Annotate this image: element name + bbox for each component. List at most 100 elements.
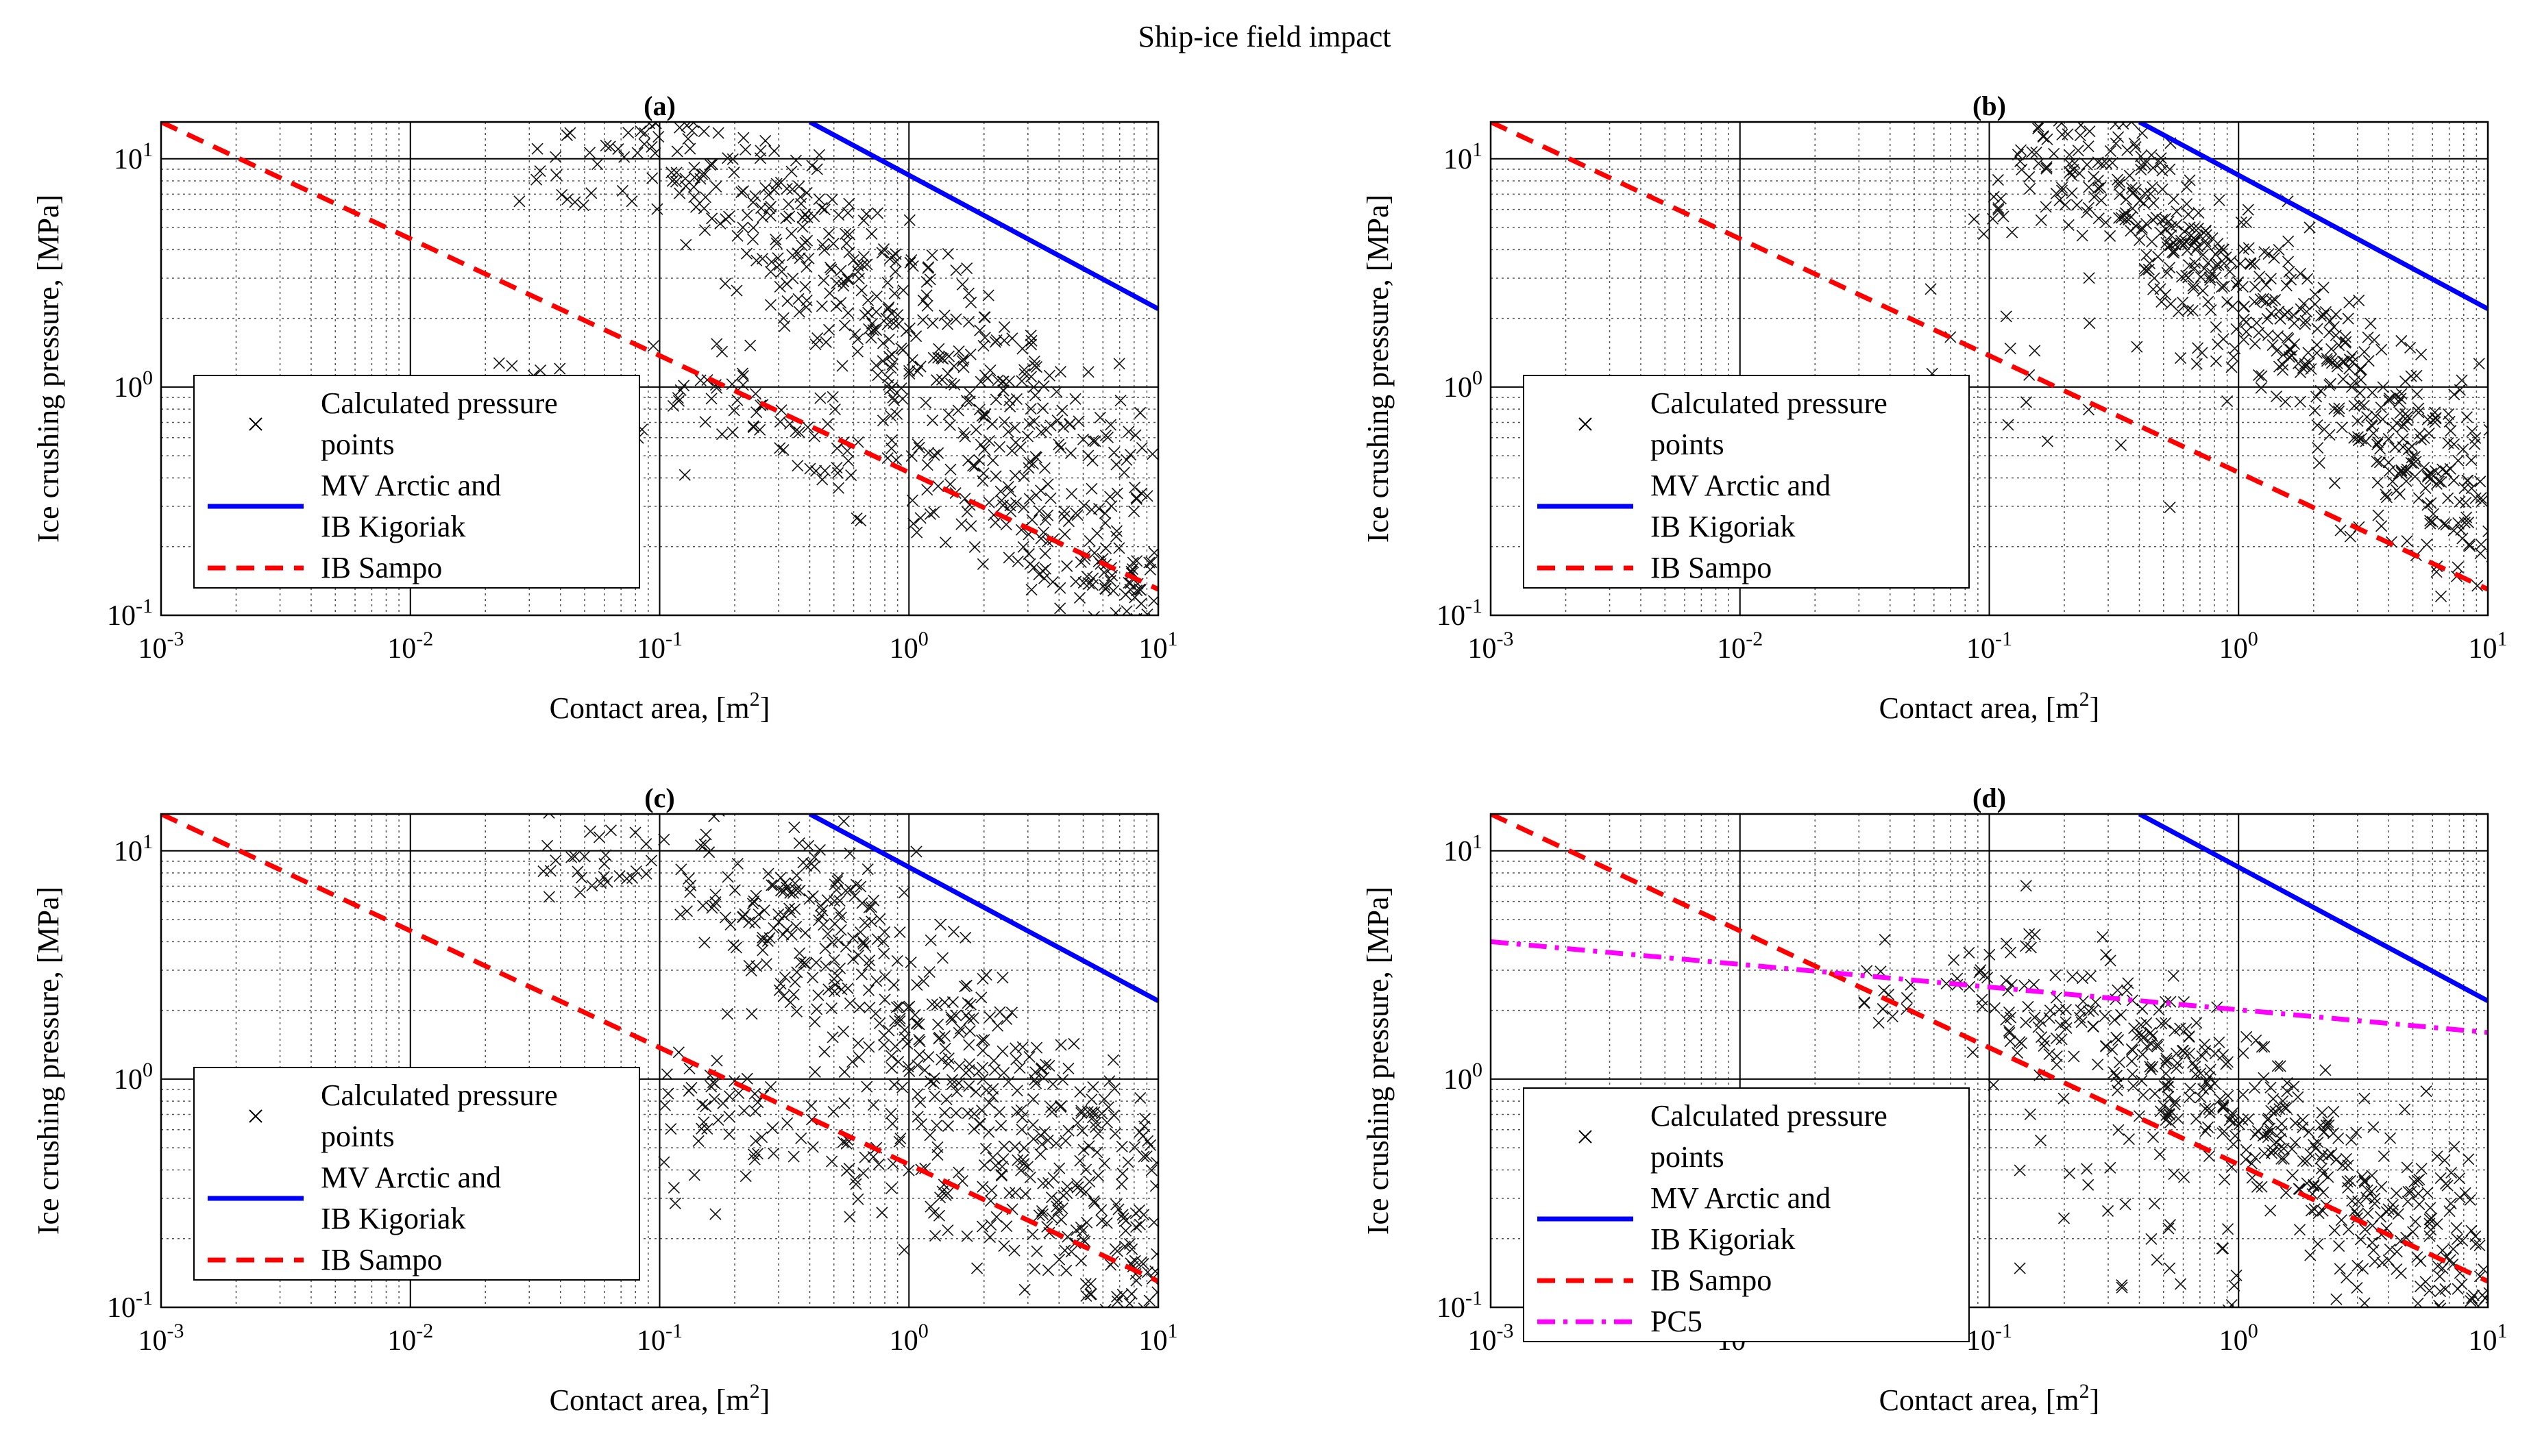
x-tick-label: 10-1 xyxy=(1966,1320,2012,1357)
legend-entry-text: IB Sampo xyxy=(1650,1263,1772,1297)
chart-panel-a: (a) 10-3 10-2 10-1 100 101 10-1 100 101 Contact a… xyxy=(32,90,1178,725)
x-axis-label: Contact area, [m2] xyxy=(550,1380,770,1417)
legend-entry-text: Calculated pressure points xyxy=(1650,1099,1887,1174)
y-axis-label: Ice crushing pressure, [MPa] xyxy=(32,887,65,1235)
legend-entry-text: MV Arctic and IB Kigoriak xyxy=(321,469,501,543)
scatter-points xyxy=(1858,880,2488,1307)
y-tick-label: 101 xyxy=(1443,138,1482,175)
legend-marker-scatter xyxy=(1578,417,1592,431)
x-axis-label: Contact area, [m2] xyxy=(550,688,770,725)
series-line-mv-arctic-and-ib-kigoriak xyxy=(2138,814,2488,1003)
y-axis-label: Ice crushing pressure, [MPa] xyxy=(1361,887,1395,1235)
series-line-ib-sampo xyxy=(1491,122,2488,592)
legend-entry-text: Calculated pressure points xyxy=(1650,386,1887,461)
scatter-points xyxy=(533,814,1158,1307)
series-line-pc5 xyxy=(1491,939,2488,1035)
x-tick-label: 101 xyxy=(1139,1320,1178,1357)
series-line-mv-arctic-and-ib-kigoriak xyxy=(2138,122,2488,311)
x-tick-label: 101 xyxy=(2469,628,2508,665)
scatter-series xyxy=(1872,122,2488,602)
legend: Calculated pressure points MV Arctic and IB… xyxy=(193,375,640,589)
y-tick-label: 100 xyxy=(114,1059,153,1096)
legend-marker-scatter xyxy=(249,417,262,431)
line-series xyxy=(1491,814,2488,1284)
line-series xyxy=(161,122,1158,592)
line-series xyxy=(161,814,1158,1284)
panel-label: (a) xyxy=(644,90,676,121)
x-tick-label: 10-2 xyxy=(1717,628,1763,665)
x-tick-label: 10-3 xyxy=(138,628,184,665)
series-line-ib-sampo xyxy=(161,814,1158,1284)
y-tick-label: 101 xyxy=(114,830,153,867)
legend-entry-text: PC5 xyxy=(1650,1305,1702,1338)
y-tick-label: 10-1 xyxy=(1437,1287,1482,1324)
series-line-mv-arctic-and-ib-kigoriak xyxy=(808,122,1158,311)
legend-entry-text: IB Sampo xyxy=(1650,551,1772,584)
y-tick-label: 100 xyxy=(1443,1059,1482,1096)
panel-label: (c) xyxy=(644,782,674,813)
legend-entry-text: Calculated pressure points xyxy=(321,386,558,461)
legend-box xyxy=(193,1067,640,1281)
line-series xyxy=(1491,122,2488,592)
y-tick-label: 10-1 xyxy=(107,595,153,632)
y-axis-label: Ice crushing pressure, [MPa] xyxy=(1361,195,1395,543)
scatter-points xyxy=(487,122,1158,615)
x-tick-label: 10-3 xyxy=(1468,1320,1514,1357)
x-axis-label: Contact area, [m2] xyxy=(1879,688,2100,725)
y-tick-label: 100 xyxy=(1443,367,1482,404)
scatter-series xyxy=(1858,880,2488,1307)
legend-entry-text: IB Sampo xyxy=(321,551,442,584)
figure-title: Ship-ice field impact xyxy=(1138,20,1391,53)
x-tick-label: 10-3 xyxy=(1468,628,1514,665)
legend-box xyxy=(1523,375,1970,589)
legend-marker-scatter xyxy=(249,1109,262,1123)
legend-entry-text: Calculated pressure points xyxy=(321,1078,558,1153)
scatter-series xyxy=(487,122,1158,615)
x-tick-label: 101 xyxy=(1139,628,1178,665)
series-line-mv-arctic-and-ib-kigoriak xyxy=(808,814,1158,1003)
chart-panel-b: (b) 10-3 10-2 10-1 100 101 10-1 100 101 Contact a… xyxy=(1361,90,2508,725)
plot-frame xyxy=(1489,121,2489,617)
y-tick-label: 10-1 xyxy=(107,1287,153,1324)
plot-frame xyxy=(160,813,1160,1309)
y-axis-label: Ice crushing pressure, [MPa] xyxy=(32,195,65,543)
panel-label: (d) xyxy=(1972,782,2006,813)
scatter-series xyxy=(533,814,1158,1307)
legend-box xyxy=(193,375,640,589)
legend-entry-text: IB Sampo xyxy=(321,1243,442,1276)
legend-box xyxy=(1523,1087,1970,1342)
legend: Calculated pressure points MV Arctic and IB… xyxy=(1523,375,1970,589)
x-tick-label: 101 xyxy=(2469,1320,2508,1357)
legend-entry-text: MV Arctic and IB Kigoriak xyxy=(1650,469,1831,543)
plot-frame xyxy=(1489,813,2489,1309)
x-tick-label: 100 xyxy=(890,628,929,665)
y-tick-label: 10-1 xyxy=(1437,595,1482,632)
x-tick-label: 10-1 xyxy=(637,1320,683,1357)
y-tick-label: 100 xyxy=(114,367,153,404)
plot-frame xyxy=(160,121,1160,617)
series-line-ib-sampo xyxy=(161,122,1158,592)
scatter-points xyxy=(1872,122,2488,602)
x-tick-label: 10-1 xyxy=(637,628,683,665)
panel-label: (b) xyxy=(1972,90,2006,121)
series-line-ib-sampo xyxy=(1491,814,2488,1284)
legend-entry-text: MV Arctic and IB Kigoriak xyxy=(1650,1181,1831,1256)
y-tick-label: 101 xyxy=(1443,830,1482,867)
x-axis-label: Contact area, [m2] xyxy=(1879,1380,2100,1417)
x-tick-label: 100 xyxy=(890,1320,929,1357)
x-tick-label: 100 xyxy=(2219,1320,2258,1357)
legend-marker-scatter xyxy=(1578,1130,1592,1144)
x-tick-label: 10-2 xyxy=(387,1320,433,1357)
x-tick-label: 100 xyxy=(2219,628,2258,665)
x-tick-label: 10-3 xyxy=(138,1320,184,1357)
legend: Calculated pressure points MV Arctic and IB… xyxy=(193,1067,640,1281)
legend-entry-text: MV Arctic and IB Kigoriak xyxy=(321,1161,501,1235)
x-tick-label: 10-2 xyxy=(387,628,433,665)
y-tick-label: 101 xyxy=(114,138,153,175)
chart-panel-c: (c) 10-3 10-2 10-1 100 101 10-1 100 101 Contact a… xyxy=(32,782,1178,1417)
x-tick-label: 10-1 xyxy=(1966,628,2012,665)
